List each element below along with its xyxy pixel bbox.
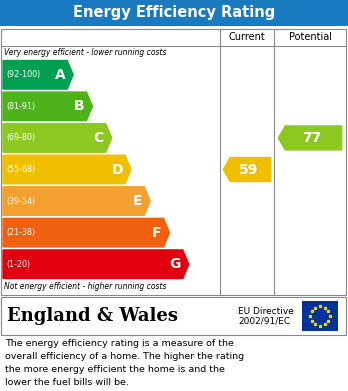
Bar — [1, 297, 346, 335]
Text: D: D — [111, 163, 123, 176]
Polygon shape — [3, 124, 112, 152]
Polygon shape — [223, 158, 271, 181]
Text: 77: 77 — [302, 131, 321, 145]
Polygon shape — [3, 218, 169, 247]
Text: A: A — [54, 68, 65, 82]
Text: (21-38): (21-38) — [6, 228, 35, 237]
Text: Energy Efficiency Rating: Energy Efficiency Rating — [73, 5, 275, 20]
Text: E: E — [133, 194, 142, 208]
Polygon shape — [3, 250, 189, 278]
Polygon shape — [3, 61, 73, 89]
Bar — [1, 297, 346, 335]
Polygon shape — [3, 155, 131, 184]
Text: G: G — [169, 257, 181, 271]
Text: (1-20): (1-20) — [6, 260, 30, 269]
Bar — [302, 301, 338, 331]
Text: EU Directive: EU Directive — [238, 307, 294, 316]
Polygon shape — [3, 187, 150, 215]
Text: The energy efficiency rating is a measure of the
overall efficiency of a home. T: The energy efficiency rating is a measur… — [5, 339, 244, 387]
Text: England & Wales: England & Wales — [7, 307, 178, 325]
Text: B: B — [74, 99, 85, 113]
Text: (69-80): (69-80) — [6, 133, 35, 142]
Text: Current: Current — [229, 32, 266, 43]
Text: 59: 59 — [239, 163, 258, 176]
Polygon shape — [3, 92, 93, 121]
Text: 2002/91/EC: 2002/91/EC — [238, 316, 290, 325]
Text: Very energy efficient - lower running costs: Very energy efficient - lower running co… — [4, 48, 166, 57]
Text: (39-54): (39-54) — [6, 197, 35, 206]
Text: (55-68): (55-68) — [6, 165, 35, 174]
Text: C: C — [94, 131, 104, 145]
Text: Potential: Potential — [288, 32, 332, 43]
Bar — [0, 0, 348, 26]
Text: F: F — [152, 226, 161, 240]
Text: (92-100): (92-100) — [6, 70, 40, 79]
Text: (81-91): (81-91) — [6, 102, 35, 111]
Bar — [1, 29, 346, 295]
Text: Not energy efficient - higher running costs: Not energy efficient - higher running co… — [4, 282, 166, 291]
Polygon shape — [278, 126, 342, 150]
